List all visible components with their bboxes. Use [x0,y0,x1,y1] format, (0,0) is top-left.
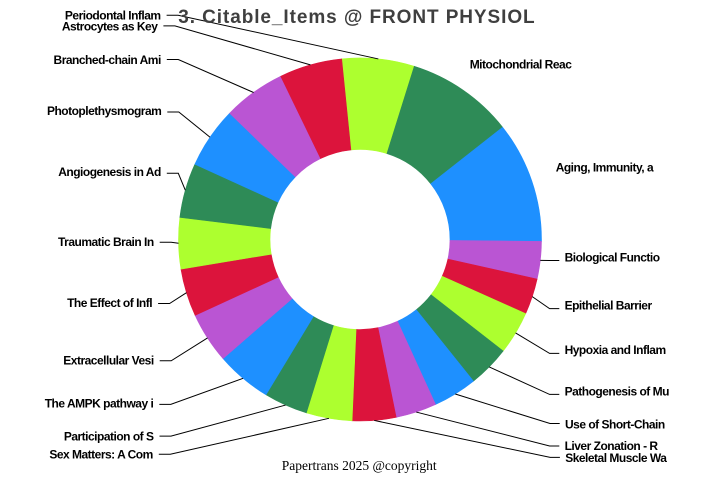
svg-text:Angiogenesis in Ad: Angiogenesis in Ad [58,165,161,179]
svg-text:Photoplethysmogram: Photoplethysmogram [47,104,161,118]
svg-text:Skeletal Muscle Wa: Skeletal Muscle Wa [565,451,667,465]
svg-text:Branched-chain Ami: Branched-chain Ami [54,53,161,67]
svg-text:The AMPK pathway i: The AMPK pathway i [45,396,154,410]
svg-text:Traumatic Brain In: Traumatic Brain In [58,235,154,249]
svg-text:Mitochondrial Reac: Mitochondrial Reac [470,58,573,72]
svg-text:Papertrans 2025 @copyright: Papertrans 2025 @copyright [282,458,437,473]
svg-text:Epithelial Barrier: Epithelial Barrier [565,299,653,313]
svg-text:Participation of S: Participation of S [64,430,154,444]
svg-text:Astrocytes as Key: Astrocytes as Key [62,19,158,33]
svg-text:Aging, Immunity, a: Aging, Immunity, a [556,161,654,175]
svg-text:The Effect of Infl: The Effect of Infl [67,296,152,310]
svg-text:Sex Matters: A Com: Sex Matters: A Com [49,448,152,462]
svg-text:Biological Functio: Biological Functio [565,251,660,265]
svg-text:Periodontal Inflam: Periodontal Inflam [65,8,161,22]
svg-text:Hypoxia and Inflam: Hypoxia and Inflam [565,343,666,357]
svg-text:Use of Short-Chain: Use of Short-Chain [565,418,665,432]
svg-text:Liver Zonation - R: Liver Zonation - R [565,439,659,453]
svg-text:Pathogenesis of Mu: Pathogenesis of Mu [565,385,670,399]
svg-text:3. Citable_Items @ FRONT PHYSI: 3. Citable_Items @ FRONT PHYSIOL [178,7,535,28]
svg-text:Extracellular Vesi: Extracellular Vesi [63,354,154,368]
